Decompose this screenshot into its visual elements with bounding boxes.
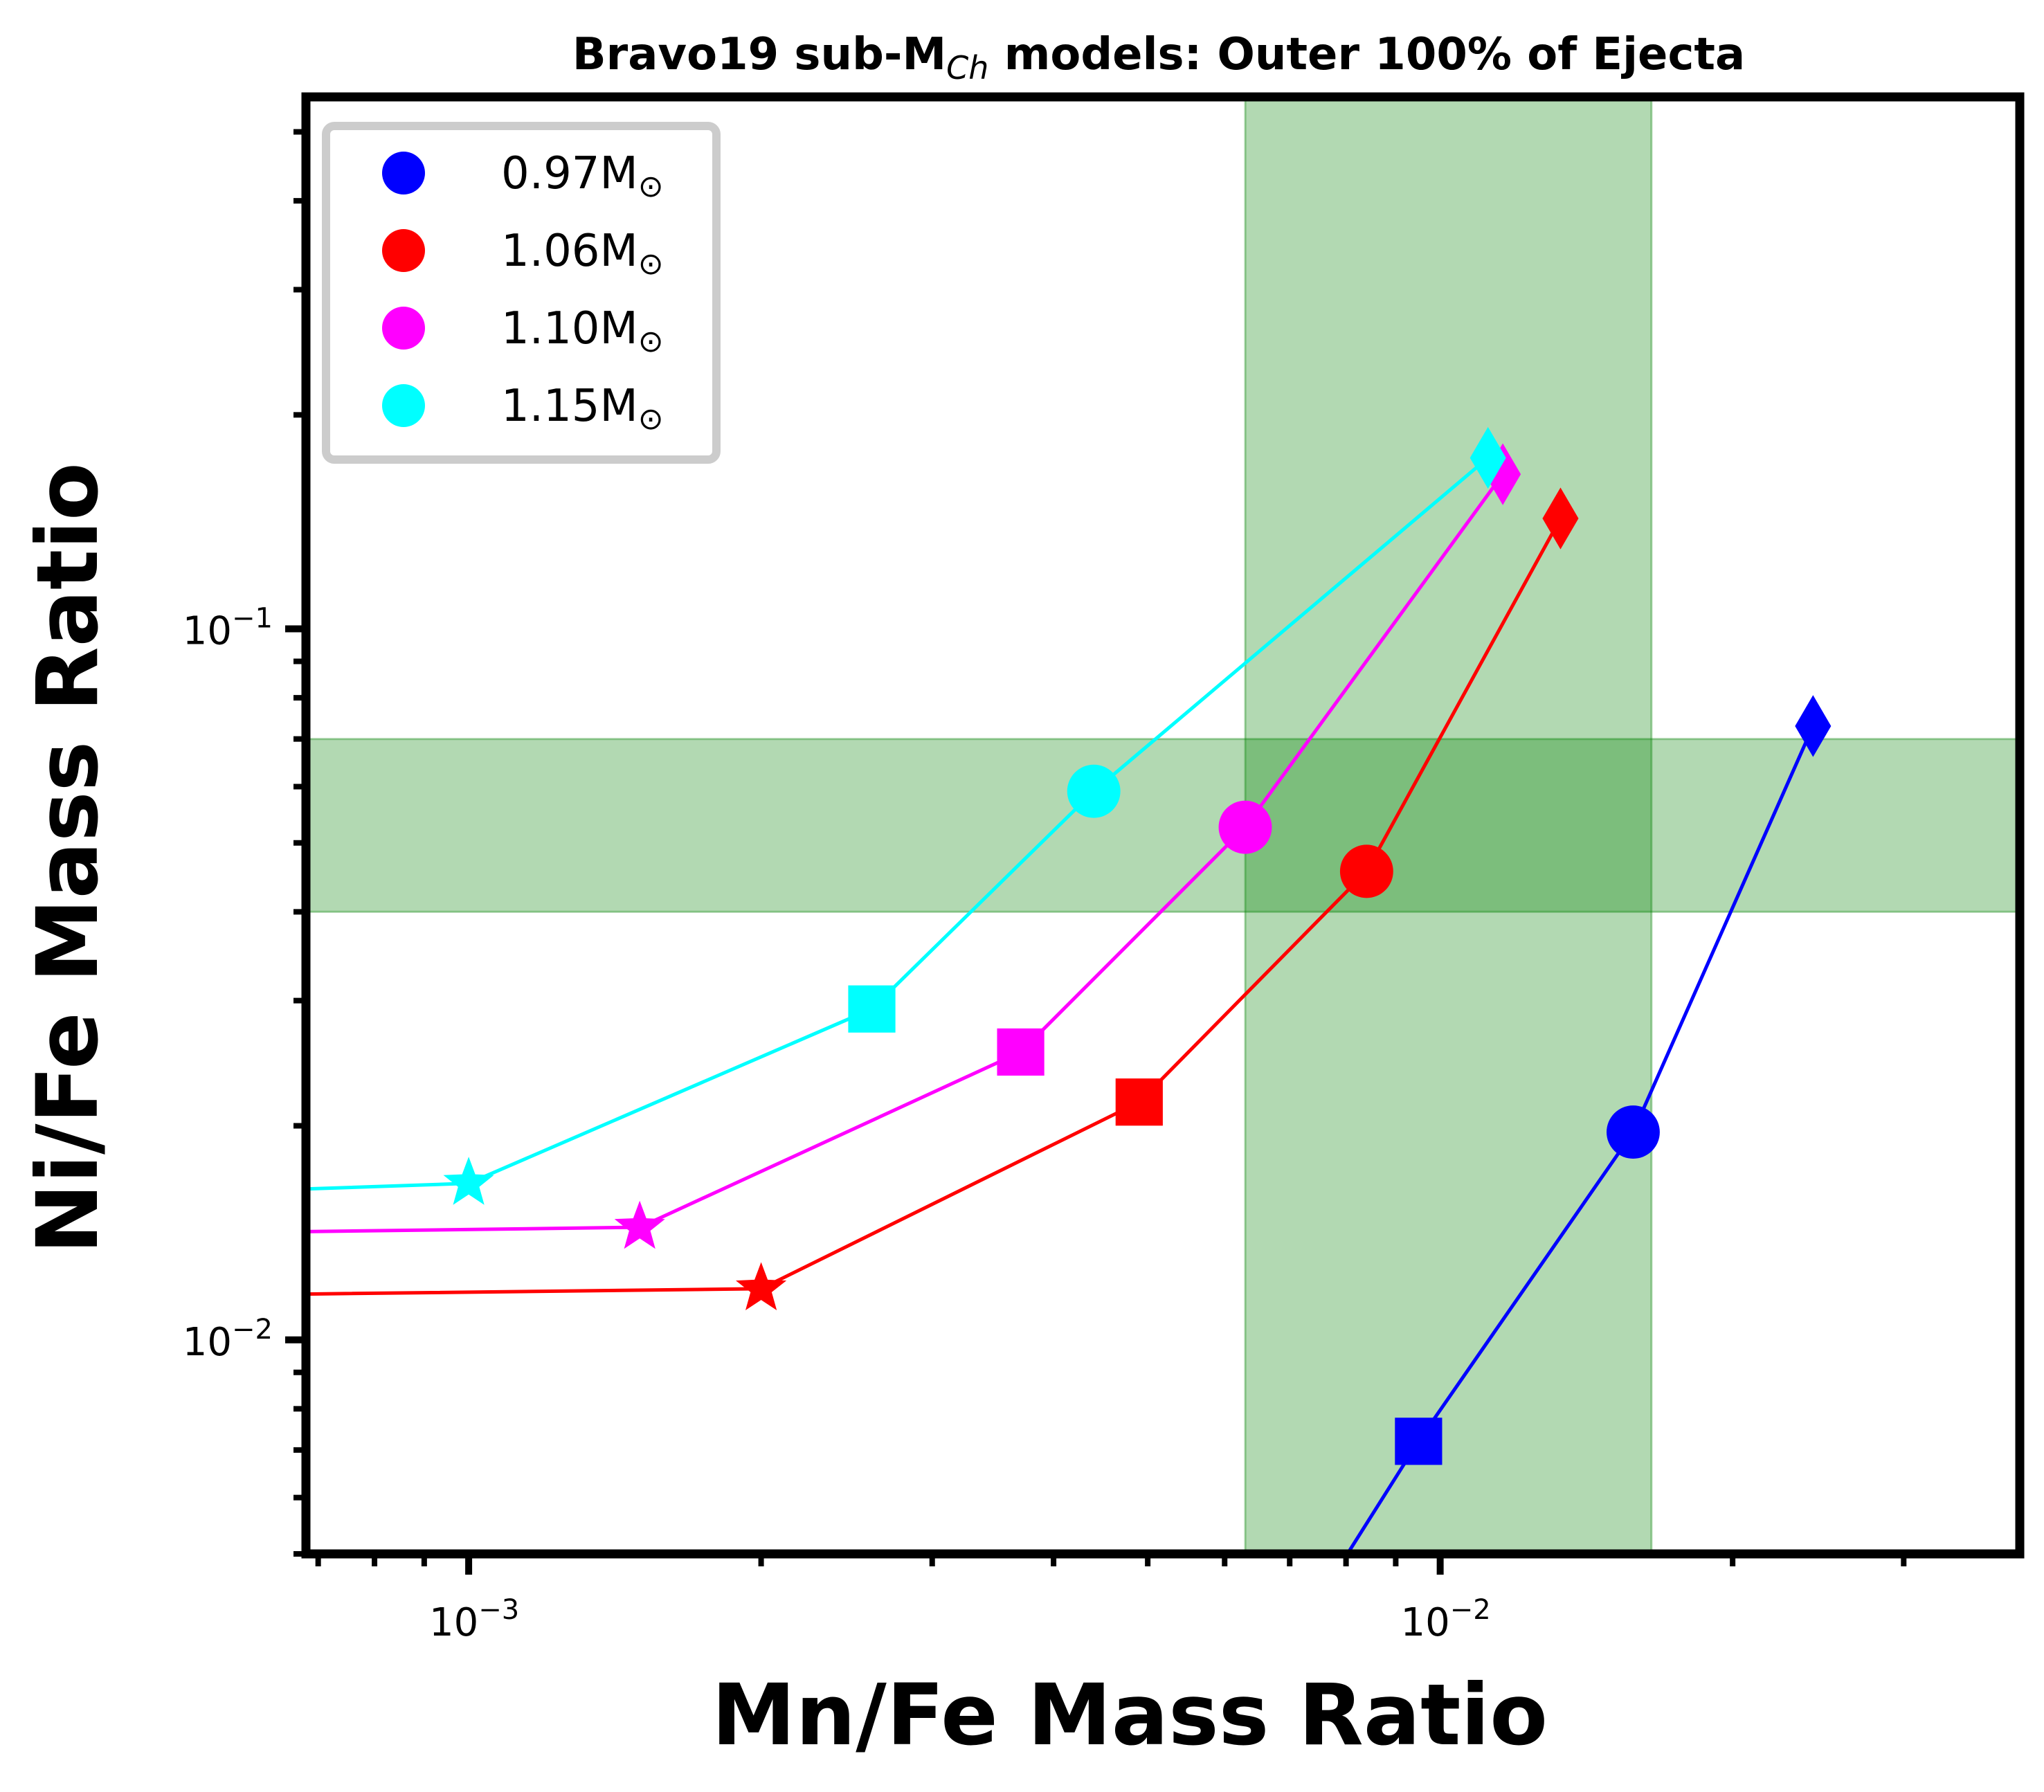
plot-frame — [301, 92, 2025, 1559]
point-circle — [1339, 844, 1393, 898]
legend: 0.97M⊙ 1.06M⊙ 1.10M⊙ 1.15M⊙ — [322, 122, 721, 464]
chart-title: Bravo19 sub-MCh models: Outer 100% of Ej… — [572, 29, 1745, 87]
legend-marker — [382, 307, 425, 350]
horizontal-band — [305, 738, 2021, 913]
x-tick-label: 10−3 — [429, 1594, 519, 1645]
point-star — [736, 1262, 787, 1310]
legend-marker — [382, 152, 425, 194]
point-star — [443, 1157, 494, 1205]
series-3 — [306, 426, 1506, 1205]
legend-marker — [382, 229, 425, 272]
legend-label: 1.06M⊙ — [501, 226, 664, 282]
point-diamond — [1469, 426, 1506, 489]
data-series — [306, 426, 1832, 1554]
series-0 — [1345, 695, 1832, 1554]
series-2 — [306, 443, 1521, 1249]
shaded-bands — [305, 96, 2021, 1555]
point-diamond — [1542, 487, 1579, 550]
series-line — [1345, 725, 1815, 1554]
legend-label: 1.10M⊙ — [501, 303, 664, 359]
legend-box — [322, 122, 721, 464]
legend-label: 0.97M⊙ — [501, 148, 664, 204]
legend-label: 1.15M⊙ — [501, 381, 664, 437]
y-tick-label: 10−2 — [183, 1314, 273, 1365]
point-square — [1395, 1418, 1442, 1465]
series-1 — [306, 487, 1579, 1310]
legend-entry: 0.97M⊙ — [382, 148, 664, 204]
x-tick-label: 10−2 — [1401, 1594, 1491, 1645]
point-diamond — [1795, 695, 1832, 757]
point-circle — [1607, 1105, 1660, 1159]
point-square — [1115, 1078, 1163, 1126]
point-star — [614, 1200, 665, 1249]
point-circle — [1067, 764, 1121, 818]
x-axis-label: Mn/Fe Mass Ratio — [712, 1666, 1548, 1764]
point-square — [997, 1028, 1044, 1076]
legend-entry: 1.06M⊙ — [382, 226, 664, 282]
point-square — [848, 985, 896, 1033]
legend-entry: 1.10M⊙ — [382, 303, 664, 359]
vertical-band — [1244, 96, 1653, 1555]
y-axis-label: Ni/Fe Mass Ratio — [19, 462, 117, 1254]
point-circle — [1218, 800, 1272, 854]
legend-marker — [382, 384, 425, 427]
legend-entry: 1.15M⊙ — [382, 381, 664, 437]
y-tick-label: 10−1 — [183, 603, 273, 654]
